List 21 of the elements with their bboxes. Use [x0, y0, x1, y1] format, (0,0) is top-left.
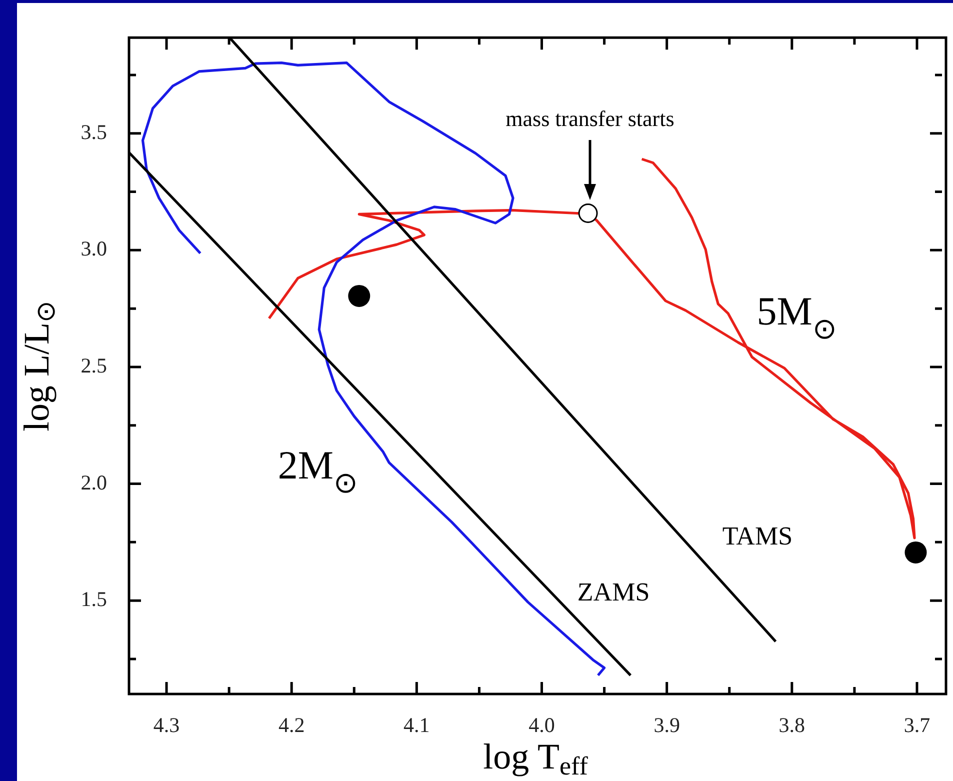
x-tick-label: 4.1	[404, 713, 430, 738]
point	[904, 541, 927, 564]
point	[348, 284, 370, 307]
y-tick-label: 3.5	[80, 120, 107, 144]
y-tick-label: 2.5	[80, 353, 107, 378]
series-label: 5M⊙	[756, 288, 836, 346]
annotation: mass transfer starts	[506, 106, 674, 132]
x-tick-label: 3.8	[778, 713, 806, 738]
y-tick-label: 2.0	[80, 470, 107, 494]
x-tick-label: 4.3	[153, 713, 180, 738]
y-tick-label: 3.0	[80, 236, 107, 261]
x-tick-label: 3.7	[904, 713, 930, 738]
x-axis-title: log T$_{eff}$	[483, 736, 588, 780]
y-tick-label: 1.5	[80, 587, 107, 612]
series-label: ZAMS	[577, 577, 650, 606]
x-tick-label: 3.9	[654, 713, 680, 738]
x-tick-label: 4.2	[278, 713, 305, 738]
series-label: TAMS	[722, 522, 793, 551]
x-tick-label: 4.0	[528, 713, 555, 738]
point	[578, 204, 598, 224]
series-label: 2M⊙	[278, 442, 358, 500]
